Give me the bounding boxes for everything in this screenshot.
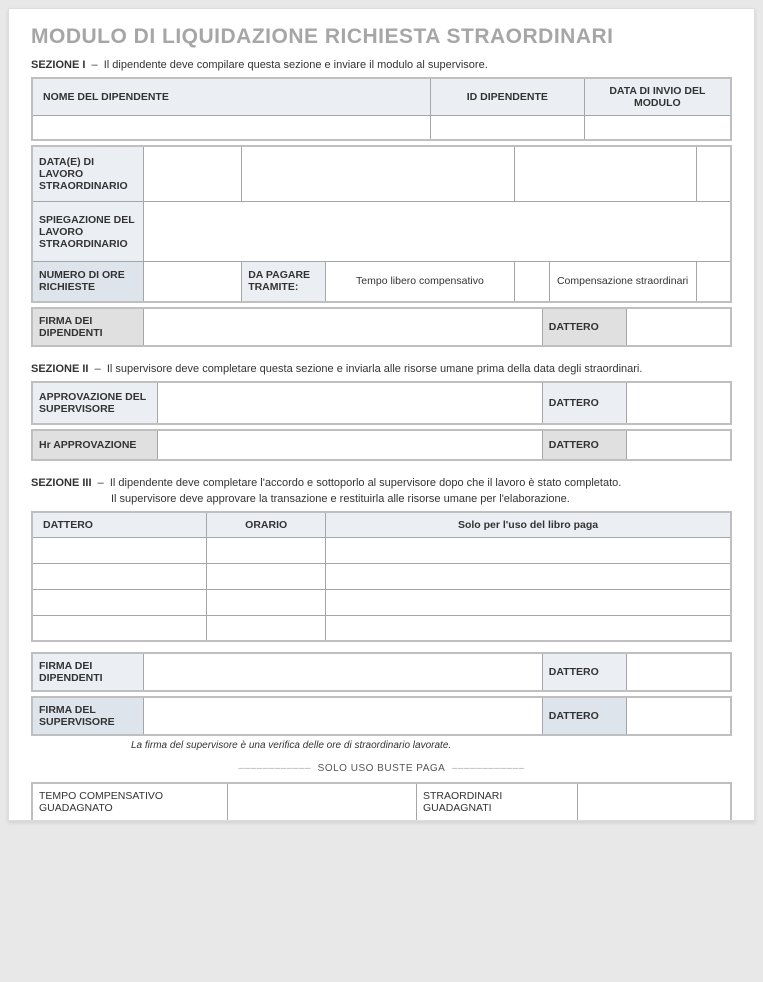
row-overtime-dates-label: DATA(E) DI LAVORO STRAORDINARIO bbox=[32, 146, 144, 202]
s3-r3-date[interactable] bbox=[32, 589, 207, 615]
input-overtime-comp-check[interactable] bbox=[696, 262, 731, 302]
section2-text: Il supervisore deve completare questa se… bbox=[107, 363, 643, 375]
row-overtime-explanation-label: SPIEGAZIONE DEL LAVORO STRAORDINARIO bbox=[32, 202, 144, 262]
th-employee-name: NOME DEL DIPENDENTE bbox=[32, 78, 430, 116]
row-pay-via-label: DA PAGARE TRAMITE: bbox=[242, 262, 326, 302]
s3-r3-pay[interactable] bbox=[326, 589, 731, 615]
form-title: MODULO DI LIQUIDAZIONE RICHIESTA STRAORD… bbox=[31, 25, 732, 49]
input-hr-date[interactable] bbox=[626, 430, 731, 460]
input-s3-emp-date[interactable] bbox=[626, 653, 731, 691]
s3-r2-time[interactable] bbox=[207, 563, 326, 589]
s3-r4-time[interactable] bbox=[207, 615, 326, 641]
row-s3-emp-sig-label: FIRMA DEI DIPENDENTI bbox=[32, 653, 144, 691]
s3-r2-date[interactable] bbox=[32, 563, 207, 589]
row-hr-approval-label: Hr APPROVAZIONE bbox=[32, 430, 158, 460]
section3-emp-sig: FIRMA DEI DIPENDENTI DATTERO bbox=[31, 652, 732, 692]
section2-supervisor: APPROVAZIONE DEL SUPERVISORE DATTERO bbox=[31, 381, 732, 425]
input-employee-id[interactable] bbox=[430, 116, 584, 140]
th-employee-id: ID DIPENDENTE bbox=[430, 78, 584, 116]
th-s3-payroll: Solo per l'uso del libro paga bbox=[326, 512, 731, 538]
input-emp-sig[interactable] bbox=[144, 308, 542, 346]
th-submit-date: DATA DI INVIO DEL MODULO bbox=[584, 78, 731, 116]
input-s3-sup-sig[interactable] bbox=[144, 697, 542, 735]
section1-table-body: DATA(E) DI LAVORO STRAORDINARIO SPIEGAZI… bbox=[31, 145, 732, 303]
s3-r4-date[interactable] bbox=[32, 615, 207, 641]
payroll-divider: –––––––––––– SOLO USO BUSTE PAGA –––––––… bbox=[31, 763, 732, 774]
input-comp-earned[interactable] bbox=[228, 783, 417, 820]
section3-table: DATTERO ORARIO Solo per l'uso del libro … bbox=[31, 511, 732, 643]
s3-r4-pay[interactable] bbox=[326, 615, 731, 641]
section1-signature: FIRMA DEI DIPENDENTI DATTERO bbox=[31, 307, 732, 347]
supervisor-note: La firma del supervisore è una verifica … bbox=[131, 740, 732, 751]
row-comp-earned-label: TEMPO COMPENSATIVO GUADAGNATO bbox=[32, 783, 228, 820]
section1-desc: SEZIONE I – Il dipendente deve compilare… bbox=[31, 59, 732, 71]
th-s3-date: DATTERO bbox=[32, 512, 207, 538]
payroll-table: TEMPO COMPENSATIVO GUADAGNATO STRAORDINA… bbox=[31, 782, 732, 820]
section1-table-top: NOME DEL DIPENDENTE ID DIPENDENTE DATA D… bbox=[31, 77, 732, 141]
input-comp-time-check[interactable] bbox=[514, 262, 549, 302]
row-s3-emp-date-label: DATTERO bbox=[542, 653, 626, 691]
s3-r2-pay[interactable] bbox=[326, 563, 731, 589]
section3-text2: Il supervisore deve approvare la transaz… bbox=[111, 493, 732, 505]
section3-label: SEZIONE III bbox=[31, 477, 92, 489]
input-ot-date-2[interactable] bbox=[242, 146, 515, 202]
input-s3-sup-date[interactable] bbox=[626, 697, 731, 735]
s3-r1-pay[interactable] bbox=[326, 537, 731, 563]
section2-label: SEZIONE II bbox=[31, 363, 88, 375]
input-hours-requested[interactable] bbox=[144, 262, 242, 302]
section3-text1: Il dipendente deve completare l'accordo … bbox=[110, 477, 621, 489]
row-emp-sig-date-label: DATTERO bbox=[542, 308, 626, 346]
input-employee-name[interactable] bbox=[32, 116, 430, 140]
row-s3-sup-date-label: DATTERO bbox=[542, 697, 626, 735]
s3-r1-date[interactable] bbox=[32, 537, 207, 563]
section1-label: SEZIONE I bbox=[31, 59, 85, 71]
form-page: MODULO DI LIQUIDAZIONE RICHIESTA STRAORD… bbox=[8, 8, 755, 821]
payroll-divider-text: SOLO USO BUSTE PAGA bbox=[318, 763, 446, 774]
row-sup-approval-label: APPROVAZIONE DEL SUPERVISORE bbox=[32, 382, 158, 424]
th-s3-time: ORARIO bbox=[207, 512, 326, 538]
section2-desc: SEZIONE II – Il supervisore deve complet… bbox=[31, 363, 732, 375]
row-hours-requested-label: NUMERO DI ORE RICHIESTE bbox=[32, 262, 144, 302]
input-ot-date-3[interactable] bbox=[514, 146, 696, 202]
row-sup-date-label: DATTERO bbox=[542, 382, 626, 424]
input-sup-approval[interactable] bbox=[158, 382, 542, 424]
section2-hr: Hr APPROVAZIONE DATTERO bbox=[31, 429, 732, 461]
input-emp-sig-date[interactable] bbox=[626, 308, 731, 346]
section1-text: Il dipendente deve compilare questa sezi… bbox=[104, 59, 488, 71]
opt-overtime-comp-label: Compensazione straordinari bbox=[549, 262, 696, 302]
row-ot-earned-label: STRAORDINARI GUADAGNATI bbox=[416, 783, 577, 820]
s3-r1-time[interactable] bbox=[207, 537, 326, 563]
row-s3-sup-sig-label: FIRMA DEL SUPERVISORE bbox=[32, 697, 144, 735]
row-hr-date-label: DATTERO bbox=[542, 430, 626, 460]
section3-sup-sig: FIRMA DEL SUPERVISORE DATTERO bbox=[31, 696, 732, 736]
opt-comp-time-label: Tempo libero compensativo bbox=[326, 262, 515, 302]
input-overtime-explanation[interactable] bbox=[144, 202, 731, 262]
input-submit-date[interactable] bbox=[584, 116, 731, 140]
row-emp-sig-label: FIRMA DEI DIPENDENTI bbox=[32, 308, 144, 346]
section3-desc: SEZIONE III – Il dipendente deve complet… bbox=[31, 477, 732, 505]
s3-r3-time[interactable] bbox=[207, 589, 326, 615]
input-hr-approval[interactable] bbox=[158, 430, 542, 460]
input-ot-date-1[interactable] bbox=[144, 146, 242, 202]
input-s3-emp-sig[interactable] bbox=[144, 653, 542, 691]
input-ot-earned[interactable] bbox=[577, 783, 731, 820]
input-sup-date[interactable] bbox=[626, 382, 731, 424]
input-ot-date-4[interactable] bbox=[696, 146, 731, 202]
